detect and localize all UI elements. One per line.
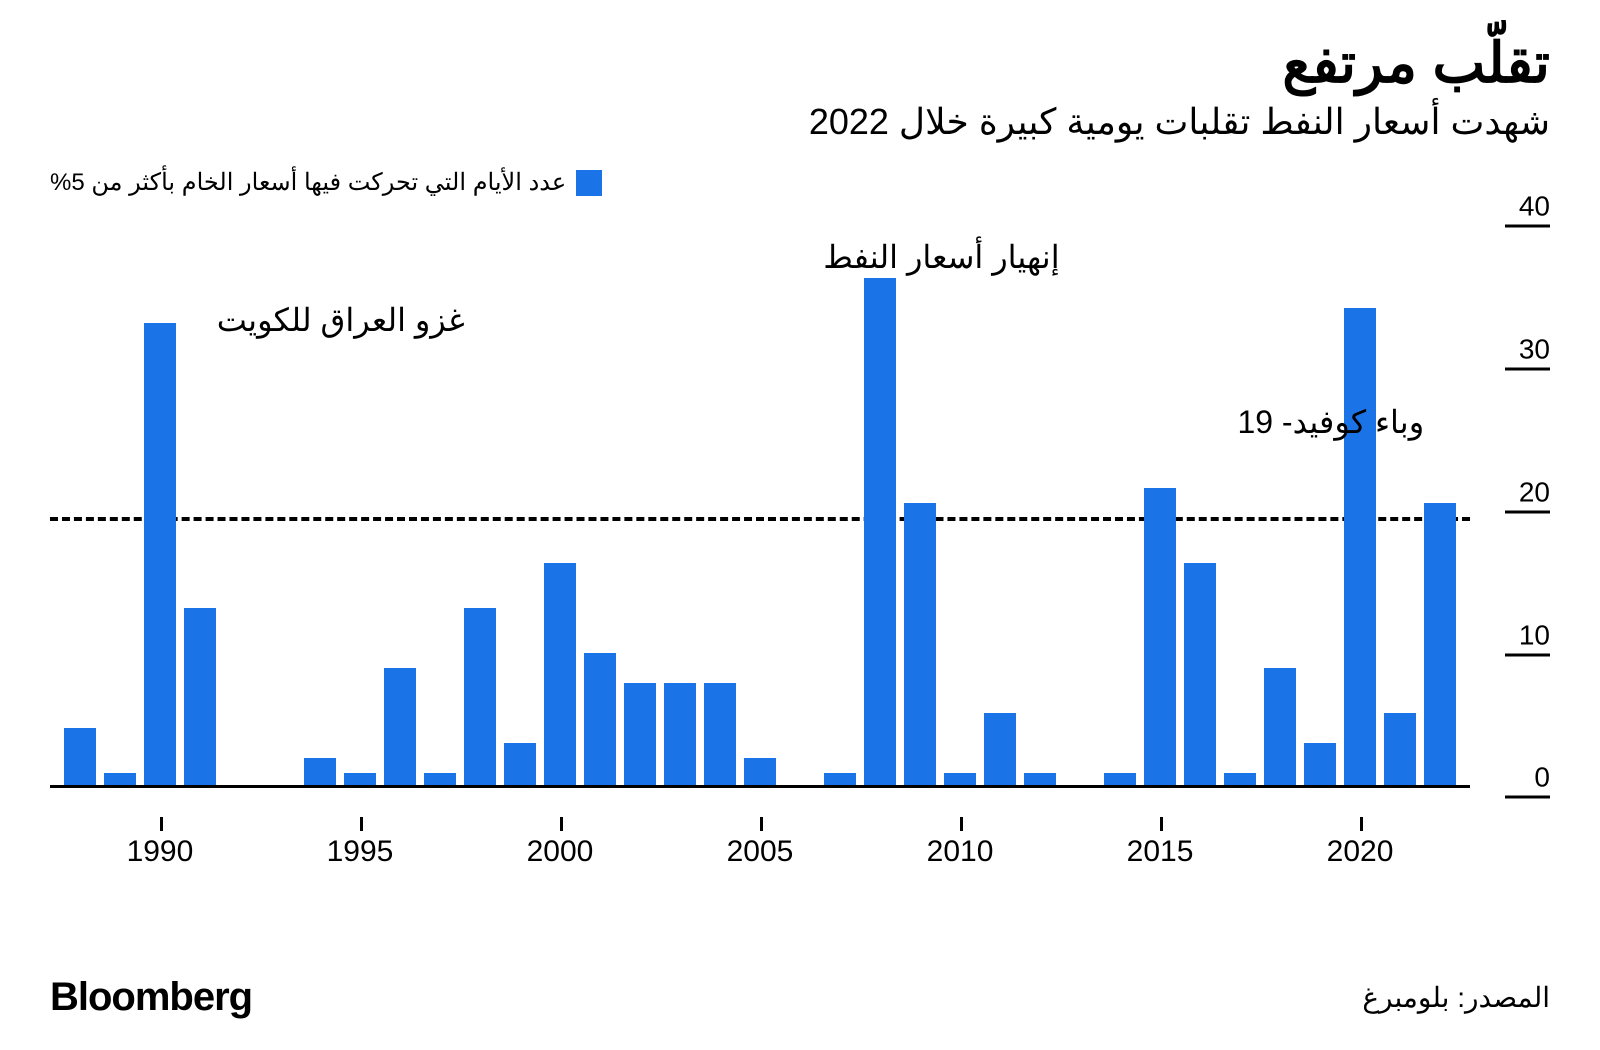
bar xyxy=(1304,743,1336,788)
y-tick-mark xyxy=(1505,367,1550,370)
y-tick-label: 30 xyxy=(1519,335,1550,363)
x-tick-label: 2020 xyxy=(1327,835,1394,869)
x-tick xyxy=(1360,817,1363,831)
brand-logo: Bloomberg xyxy=(50,975,252,1020)
chart-annotation: غزو العراق للكويت xyxy=(217,301,465,339)
y-tick-mark xyxy=(1505,653,1550,656)
y-tick-mark xyxy=(1505,796,1550,799)
y-tick-label: 20 xyxy=(1519,478,1550,506)
y-tick-label: 0 xyxy=(1534,764,1550,792)
x-tick xyxy=(1160,817,1163,831)
x-tick-label: 2000 xyxy=(527,835,594,869)
y-tick-label: 40 xyxy=(1519,193,1550,221)
x-axis-line xyxy=(50,785,1470,788)
chart-area: غزو العراق للكويت إنهيار أسعار النفط وباء … xyxy=(50,217,1550,877)
x-tick-label: 2005 xyxy=(727,835,794,869)
bar xyxy=(504,743,536,788)
x-tick-label: 2010 xyxy=(927,835,994,869)
bar xyxy=(664,683,696,788)
bar xyxy=(624,683,656,788)
bar xyxy=(1384,713,1416,788)
x-tick-label: 2015 xyxy=(1127,835,1194,869)
bar xyxy=(864,278,896,788)
bar xyxy=(304,758,336,788)
bar xyxy=(1424,503,1456,788)
bar xyxy=(184,608,216,788)
bar xyxy=(1144,488,1176,788)
legend-label: عدد الأيام التي تحركت فيها أسعار الخام ب… xyxy=(50,168,566,197)
chart-subtitle: شهدت أسعار النفط تقلبات يومية كبيرة خلال… xyxy=(50,101,1550,143)
y-tick: 30 xyxy=(1470,335,1550,370)
bar xyxy=(1264,668,1296,788)
x-tick-label: 1990 xyxy=(127,835,194,869)
x-tick xyxy=(960,817,963,831)
x-tick xyxy=(560,817,563,831)
plot-area: غزو العراق للكويت إنهيار أسعار النفط وباء … xyxy=(50,217,1470,817)
bar xyxy=(584,653,616,788)
y-tick: 10 xyxy=(1470,621,1550,656)
chart-annotation: وباء كوفيد- 19 xyxy=(1237,403,1424,441)
bar xyxy=(464,608,496,788)
bar xyxy=(384,668,416,788)
bar xyxy=(544,563,576,788)
y-tick: 20 xyxy=(1470,478,1550,513)
bar xyxy=(1344,308,1376,788)
bar xyxy=(704,683,736,788)
x-axis: 1990 1995 2000 2005 2010 2015 2020 xyxy=(50,817,1470,877)
source-text: المصدر: بلومبرغ xyxy=(1362,981,1550,1014)
x-tick-label: 1995 xyxy=(327,835,394,869)
bar xyxy=(984,713,1016,788)
chart-annotation: إنهيار أسعار النفط xyxy=(823,238,1059,276)
y-axis: 010203040 xyxy=(1470,217,1550,817)
bar xyxy=(144,323,176,788)
chart-title: تقلّب مرتفع xyxy=(50,30,1550,96)
legend-swatch xyxy=(576,170,602,196)
y-tick: 40 xyxy=(1470,193,1550,228)
x-tick xyxy=(760,817,763,831)
x-tick xyxy=(360,817,363,831)
bar xyxy=(1184,563,1216,788)
y-tick: 0 xyxy=(1470,764,1550,799)
bar xyxy=(904,503,936,788)
y-tick-mark xyxy=(1505,225,1550,228)
y-tick-mark xyxy=(1505,510,1550,513)
x-tick xyxy=(160,817,163,831)
bar xyxy=(64,728,96,788)
legend: عدد الأيام التي تحركت فيها أسعار الخام ب… xyxy=(50,168,1550,197)
bar xyxy=(744,758,776,788)
y-tick-label: 10 xyxy=(1519,621,1550,649)
